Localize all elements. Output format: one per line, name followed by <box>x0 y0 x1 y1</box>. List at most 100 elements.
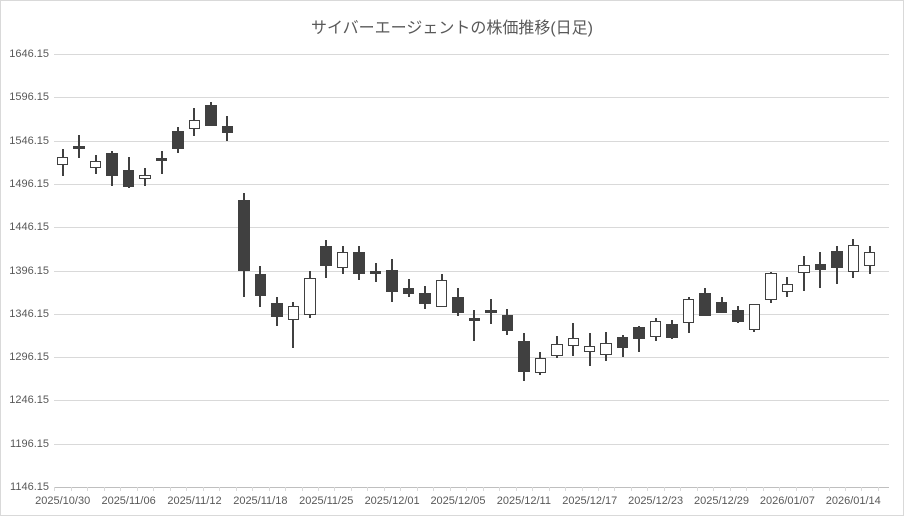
y-axis-tick-label: 1146.15 <box>10 481 49 493</box>
candle-body-2025/12/19 <box>616 337 629 348</box>
candle-body-2025/12/15 <box>551 344 563 357</box>
candle-body-2025/11/07 <box>139 175 151 179</box>
x-axis-tick-mark <box>845 487 847 491</box>
candle-body-2025/11/26 <box>336 252 349 269</box>
x-axis-tick-mark <box>367 487 369 491</box>
x-axis-tick-label: 2026/01/07 <box>759 495 815 507</box>
x-axis-tick-mark <box>449 487 451 491</box>
candle-body-2025/12/08 <box>468 318 481 321</box>
x-axis-tick-mark <box>252 487 254 491</box>
x-axis-tick-mark <box>663 487 665 491</box>
x-axis-tick-label: 2025/10/30 <box>35 495 91 507</box>
candle-body-2025/11/11 <box>172 131 184 149</box>
candle-body-2025/11/13 <box>205 105 217 126</box>
x-axis-tick-mark <box>647 487 649 491</box>
x-axis-tick-mark <box>696 487 698 491</box>
candle-body-2025/11/28 <box>369 271 382 275</box>
y-gridline <box>54 400 889 402</box>
x-axis-tick-mark <box>334 487 336 491</box>
x-axis-tick-label: 2025/12/05 <box>430 495 486 507</box>
x-axis-tick-mark <box>268 487 270 491</box>
x-axis-tick-mark <box>515 487 517 491</box>
candle-body-2025/11/20 <box>287 306 300 320</box>
candle-body-2025/11/27 <box>353 251 365 275</box>
candle-body-2025/10/30 <box>56 157 69 165</box>
candle-body-2025/12/23 <box>649 320 662 338</box>
candle-body-2025/12/25 <box>682 299 695 323</box>
candle-body-2025/11/18 <box>254 274 267 296</box>
y-gridline <box>54 227 889 229</box>
y-gridline <box>54 357 889 359</box>
candle-wick-2025/12/08 <box>473 309 476 341</box>
x-axis-tick-mark <box>416 487 418 491</box>
y-gridline <box>54 183 889 185</box>
candle-body-2025/11/19 <box>271 302 283 318</box>
y-gridline <box>54 313 889 315</box>
candle-wick-2026/01/09 <box>819 251 822 288</box>
x-axis-tick-mark <box>235 487 237 491</box>
x-axis-tick-mark <box>779 487 781 491</box>
candle-body-2025/11/12 <box>188 119 201 129</box>
candle-body-2026/01/15 <box>863 252 876 267</box>
x-axis-tick-mark <box>762 487 764 491</box>
x-axis-tick-mark <box>103 487 105 491</box>
candle-body-2025/11/10 <box>155 158 168 161</box>
y-axis-tick-label: 1446.15 <box>9 221 49 234</box>
x-axis-tick-mark <box>548 487 550 491</box>
candle-body-2025/12/05 <box>452 297 464 314</box>
x-axis-tick-mark <box>301 487 303 491</box>
x-axis-tick-mark <box>812 487 814 491</box>
x-axis-tick-mark <box>861 487 863 491</box>
y-axis-tick-label: 1396.15 <box>9 264 49 277</box>
x-axis-tick-mark <box>285 487 287 491</box>
candle-body-2026/01/06 <box>765 273 777 301</box>
candle-body-2025/12/30 <box>732 310 744 322</box>
chart-title: サイバーエージェントの株価推移(日足) <box>310 20 594 37</box>
candle-body-2025/12/22 <box>633 326 645 340</box>
candle-body-2025/11/14 <box>221 126 234 133</box>
x-axis-tick-mark <box>466 487 468 491</box>
y-axis-tick-label: 1596.15 <box>9 91 49 104</box>
x-axis-tick-label: 2025/11/06 <box>101 495 156 507</box>
x-axis-tick-label: 2025/11/12 <box>167 495 222 507</box>
x-axis-tick-mark <box>136 487 138 491</box>
x-axis-tick-label: 2025/12/01 <box>364 495 420 507</box>
candle-body-2025/12/04 <box>435 280 448 307</box>
y-gridline <box>54 443 889 445</box>
y-axis-tick-label: 1546.15 <box>9 134 49 147</box>
candle-wick-2026/01/08 <box>802 255 805 291</box>
x-axis-tick-mark <box>482 487 484 491</box>
y-axis-tick-label: 1196.15 <box>10 437 49 450</box>
candle-body-2025/12/03 <box>419 293 431 304</box>
candle-body-2025/11/06 <box>122 170 135 188</box>
candle-body-2025/11/25 <box>320 246 332 267</box>
candle-body-2025/12/11 <box>518 340 530 372</box>
candle-body-2025/11/04 <box>89 160 102 168</box>
x-axis-tick-mark <box>746 487 748 491</box>
x-axis-tick-mark <box>202 487 204 491</box>
candle-body-2025/11/05 <box>106 152 118 177</box>
y-gridline <box>54 54 889 55</box>
x-axis-tick-mark <box>828 487 830 491</box>
candle-body-2026/01/07 <box>781 283 794 293</box>
x-axis-tick-label: 2026/01/14 <box>825 495 881 507</box>
y-axis-tick-label: 1346.15 <box>9 307 49 320</box>
candle-body-2025/12/12 <box>534 358 547 373</box>
x-axis-tick-mark <box>597 487 599 491</box>
x-axis-tick-mark <box>713 487 715 491</box>
x-axis-tick-mark <box>680 487 682 491</box>
x-axis-tick-mark <box>532 487 534 491</box>
candle-body-2025/12/29 <box>715 301 728 314</box>
candle-body-2025/12/01 <box>386 269 398 293</box>
candle-body-2025/12/24 <box>666 324 678 339</box>
candle-body-2025/12/02 <box>402 287 415 294</box>
x-axis-tick-label: 2025/11/25 <box>299 495 354 507</box>
x-axis-tick-mark <box>400 487 402 491</box>
x-axis-tick-mark <box>87 487 89 491</box>
x-axis-tick-mark <box>877 487 879 491</box>
x-axis-tick-mark <box>795 487 797 491</box>
y-axis-tick-label: 1296.15 <box>9 351 49 364</box>
y-gridline <box>54 97 889 99</box>
x-axis-tick-mark <box>70 487 72 491</box>
candle-body-2025/12/26 <box>699 293 711 316</box>
